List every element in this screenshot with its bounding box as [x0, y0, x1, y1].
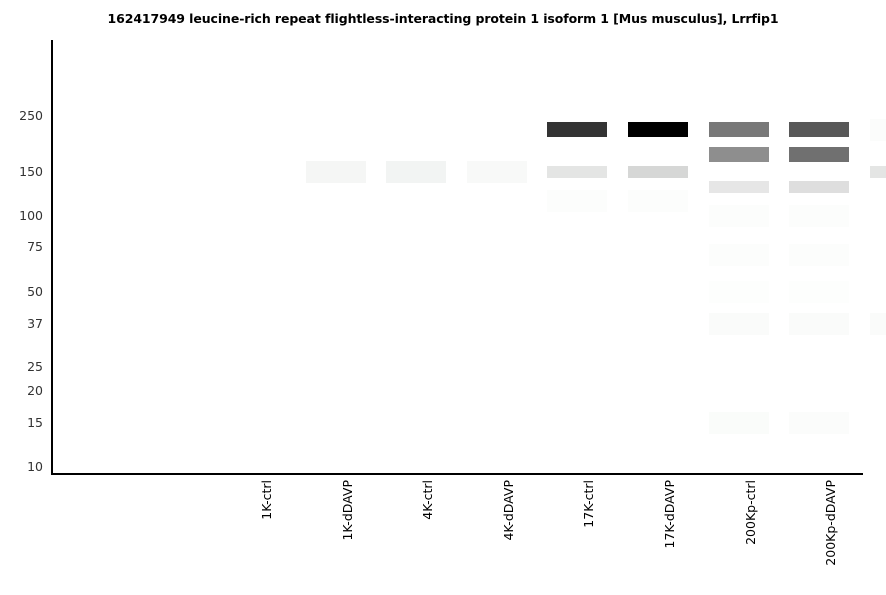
y-tick-37: 37: [27, 316, 43, 332]
band: [789, 411, 850, 434]
band: [708, 204, 769, 227]
y-tick-10: 10: [27, 459, 43, 474]
lane-200kp-ctrl: [708, 0, 769, 595]
lane-17k-ddavp: [628, 0, 688, 595]
lane-4k-ddavp: [466, 0, 527, 595]
y-tick-250: 250: [19, 108, 43, 123]
band: [789, 204, 850, 227]
y-axis-line: [51, 40, 53, 475]
lane-200kp-ddavp: [789, 0, 850, 595]
band: [789, 243, 850, 266]
lane-1k-ddavp: [305, 0, 366, 595]
band: [708, 147, 769, 163]
band: [628, 189, 688, 212]
band: [386, 160, 447, 183]
band: [869, 165, 886, 178]
band: [547, 189, 608, 212]
band: [466, 160, 527, 183]
lane-4k-ctrl: [386, 0, 447, 595]
band: [708, 280, 769, 303]
band: [547, 165, 608, 178]
y-tick-75: 75: [27, 239, 43, 255]
band: [789, 280, 850, 303]
band: [708, 243, 769, 266]
y-tick-15: 15: [27, 414, 43, 430]
x-axis-line: [51, 473, 863, 475]
page-title: 162417949 leucine-rich repeat flightless…: [107, 11, 779, 26]
band: [305, 160, 366, 183]
band: [547, 122, 608, 138]
y-tick-100: 100: [19, 207, 43, 223]
y-tick-150: 150: [19, 163, 43, 179]
band: [708, 313, 769, 336]
y-tick-50: 50: [27, 283, 43, 299]
lane-200ks-ctrl: [869, 0, 886, 595]
y-tick-20: 20: [27, 383, 43, 399]
band: [789, 313, 850, 336]
y-tick-25: 25: [27, 359, 43, 375]
band: [789, 181, 850, 194]
band: [628, 165, 688, 178]
band: [789, 122, 850, 138]
band: [708, 181, 769, 194]
lane-17k-ctrl: [547, 0, 608, 595]
band: [789, 147, 850, 163]
band: [708, 122, 769, 138]
lane-1k-ctrl: [225, 0, 285, 595]
band: [628, 122, 688, 138]
band: [869, 118, 886, 141]
y-axis-tick-labels: 250 150 100 75 50 37 25 20 15 10: [0, 0, 49, 595]
band: [869, 313, 886, 336]
band: [708, 411, 769, 434]
